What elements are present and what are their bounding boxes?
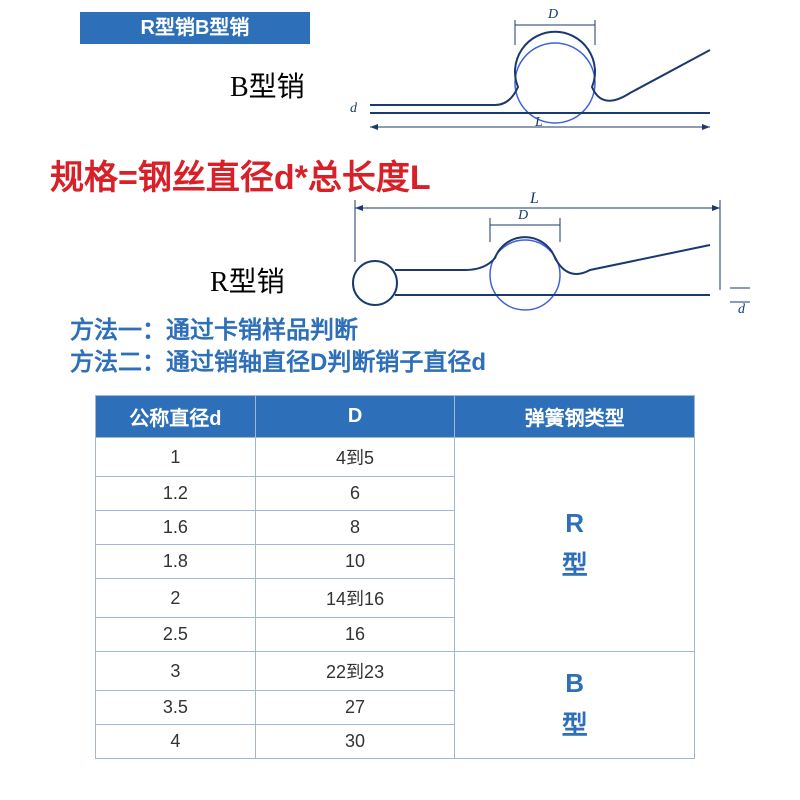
method-1: 方法一：通过卡销样品判断 [70, 315, 486, 347]
table-row: 3 22到23 B 型 [96, 652, 695, 691]
cell-d: 3 [96, 652, 256, 691]
cell-D: 14到16 [255, 579, 455, 618]
diagram-b-svg [310, 5, 750, 135]
type-b-label: B 型 [562, 668, 588, 740]
diagram-b-dim-d-capital: D [548, 7, 558, 23]
diagram-b: B型销 D L d [310, 5, 750, 135]
cell-d: 1.6 [96, 511, 256, 545]
th-d: 公称直径d [96, 396, 256, 438]
methods: 方法一：通过卡销样品判断 方法二：通过销轴直径D判断销子直径d [70, 315, 486, 380]
cell-D: 22到23 [255, 652, 455, 691]
cell-D: 10 [255, 545, 455, 579]
title-bar: R型销B型销 [80, 12, 310, 44]
diagram-r-dim-d-capital: D [518, 208, 528, 224]
type-cell-r: R 型 [455, 438, 695, 652]
cell-d: 2.5 [96, 618, 256, 652]
cell-d: 2 [96, 579, 256, 618]
diagram-b-dim-l: L [535, 115, 543, 131]
cell-d: 1 [96, 438, 256, 477]
method-2: 方法二：通过销轴直径D判断销子直径d [70, 347, 486, 379]
diagram-b-dim-d-small: d [350, 101, 357, 117]
cell-D: 6 [255, 477, 455, 511]
type-cell-b: B 型 [455, 652, 695, 759]
diagram-r-dim-d-small: d [738, 302, 745, 318]
th-type: 弹簧钢类型 [455, 396, 695, 438]
cell-D: 4到5 [255, 438, 455, 477]
diagram-r-label: R型销 [210, 260, 285, 300]
diagram-r: R型销 L D d [290, 190, 760, 320]
spec-table-wrap: 公称直径d D 弹簧钢类型 1 4到5 R 型 1.2 6 1.6 8 1.8 … [95, 395, 695, 759]
cell-d: 4 [96, 725, 256, 759]
table-row: 1 4到5 R 型 [96, 438, 695, 477]
cell-D: 30 [255, 725, 455, 759]
diagram-b-label: B型销 [230, 65, 305, 105]
cell-d: 3.5 [96, 691, 256, 725]
diagram-r-dim-l: L [530, 190, 539, 208]
cell-d: 1.8 [96, 545, 256, 579]
spec-table: 公称直径d D 弹簧钢类型 1 4到5 R 型 1.2 6 1.6 8 1.8 … [95, 395, 695, 759]
cell-D: 16 [255, 618, 455, 652]
type-r-label: R 型 [562, 508, 588, 580]
title-text: R型销B型销 [141, 17, 250, 39]
table-header-row: 公称直径d D 弹簧钢类型 [96, 396, 695, 438]
cell-D: 27 [255, 691, 455, 725]
th-D: D [255, 396, 455, 438]
cell-d: 1.2 [96, 477, 256, 511]
cell-D: 8 [255, 511, 455, 545]
table-body: 1 4到5 R 型 1.2 6 1.6 8 1.8 10 2 14到16 2.5 [96, 438, 695, 759]
